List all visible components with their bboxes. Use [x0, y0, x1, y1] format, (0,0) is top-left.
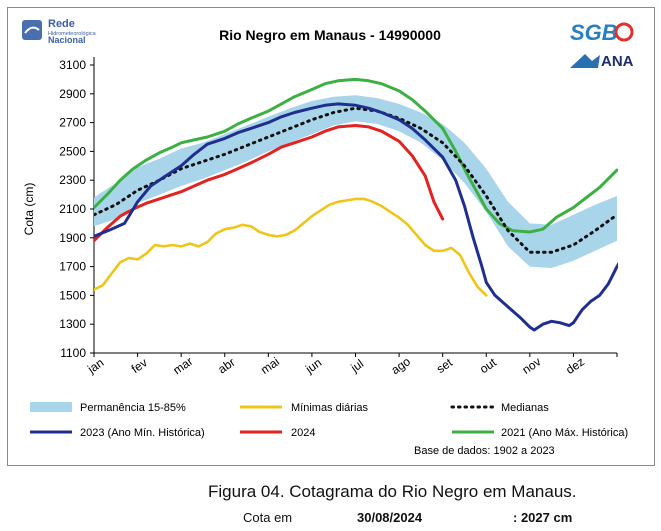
ana-logo: ANA	[570, 53, 634, 70]
x-tick-label: mai	[258, 354, 282, 377]
legend-label-2021: 2021 (Ano Máx. Histórica)	[501, 427, 628, 439]
x-tick-label: ago	[389, 354, 414, 377]
y-tick-label: 1900	[59, 231, 86, 245]
cota-date: 30/08/2024	[357, 510, 423, 525]
y-tick-label: 2500	[59, 144, 86, 158]
y-tick-label: 1500	[59, 288, 86, 302]
legend: Permanência 15-85% Mínimas diárias Mediana…	[30, 402, 628, 439]
chart-frame	[7, 7, 655, 466]
x-tick-label: jun	[302, 355, 324, 376]
y-tick-label: 3100	[59, 58, 86, 72]
sgb-logo-ring	[614, 22, 634, 42]
x-tick-label: set	[434, 355, 456, 376]
cota-label: Cota em	[243, 510, 293, 525]
rede-logo-wave	[24, 26, 40, 34]
rede-logo-text-1: Rede	[48, 18, 75, 30]
series-2024	[94, 124, 445, 243]
legend-label-median: Medianas	[501, 402, 549, 414]
legend-swatch-band	[30, 402, 72, 412]
ana-logo-text: ANA	[601, 53, 634, 70]
y-tick-label: 1300	[59, 317, 86, 331]
y-tick-label: 2900	[59, 87, 86, 101]
series-m-nimas-di-rias	[94, 197, 488, 297]
y-tick-label: 1700	[59, 260, 86, 274]
ana-logo-mountain	[570, 54, 600, 68]
legend-label-band: Permanência 15-85%	[80, 402, 186, 414]
y-axis-label: Cota (cm)	[22, 183, 36, 236]
rede-logo-text-2: Hidrometeorológica	[48, 31, 97, 37]
y-tick-label: 2700	[59, 116, 86, 130]
x-tick-label: dez	[563, 354, 587, 377]
series-medianas	[94, 106, 618, 254]
x-tick-label: nov	[520, 354, 544, 377]
legend-label-2024: 2024	[291, 427, 315, 439]
legend-label-2023: 2023 (Ano Mín. Histórica)	[80, 427, 205, 439]
figure-caption: Figura 04. Cotagrama do Rio Negro em Man…	[208, 482, 577, 501]
x-tick-label: fev	[129, 355, 150, 376]
y-tick-label: 1100	[60, 346, 86, 360]
x-tick-label: jul	[347, 357, 366, 376]
sgb-logo: SGB	[570, 20, 634, 45]
plot-area	[94, 77, 618, 332]
legend-label-min: Mínimas diárias	[291, 402, 369, 414]
sgb-logo-text: SGB	[570, 20, 618, 45]
x-tick-label: abr	[215, 355, 237, 376]
series-2023-ano-m-n-hist-rica	[94, 102, 618, 332]
rede-logo-icon	[22, 20, 42, 40]
rede-logo-text-3: Nacional	[48, 35, 86, 45]
x-tick-label: jan	[84, 355, 106, 376]
x-tick-label: mar	[170, 354, 195, 377]
y-tick-label: 2100	[59, 202, 86, 216]
y-tick-label: 2300	[59, 173, 86, 187]
cota-value: : 2027 cm	[513, 510, 573, 525]
x-tick-label: out	[477, 355, 499, 376]
chart-title: Rio Negro em Manaus - 14990000	[219, 27, 441, 43]
base-note: Base de dados: 1902 a 2023	[414, 445, 555, 457]
series-2021-ano-m-x-hist-rica	[94, 77, 618, 234]
band-permanencia	[94, 95, 617, 268]
